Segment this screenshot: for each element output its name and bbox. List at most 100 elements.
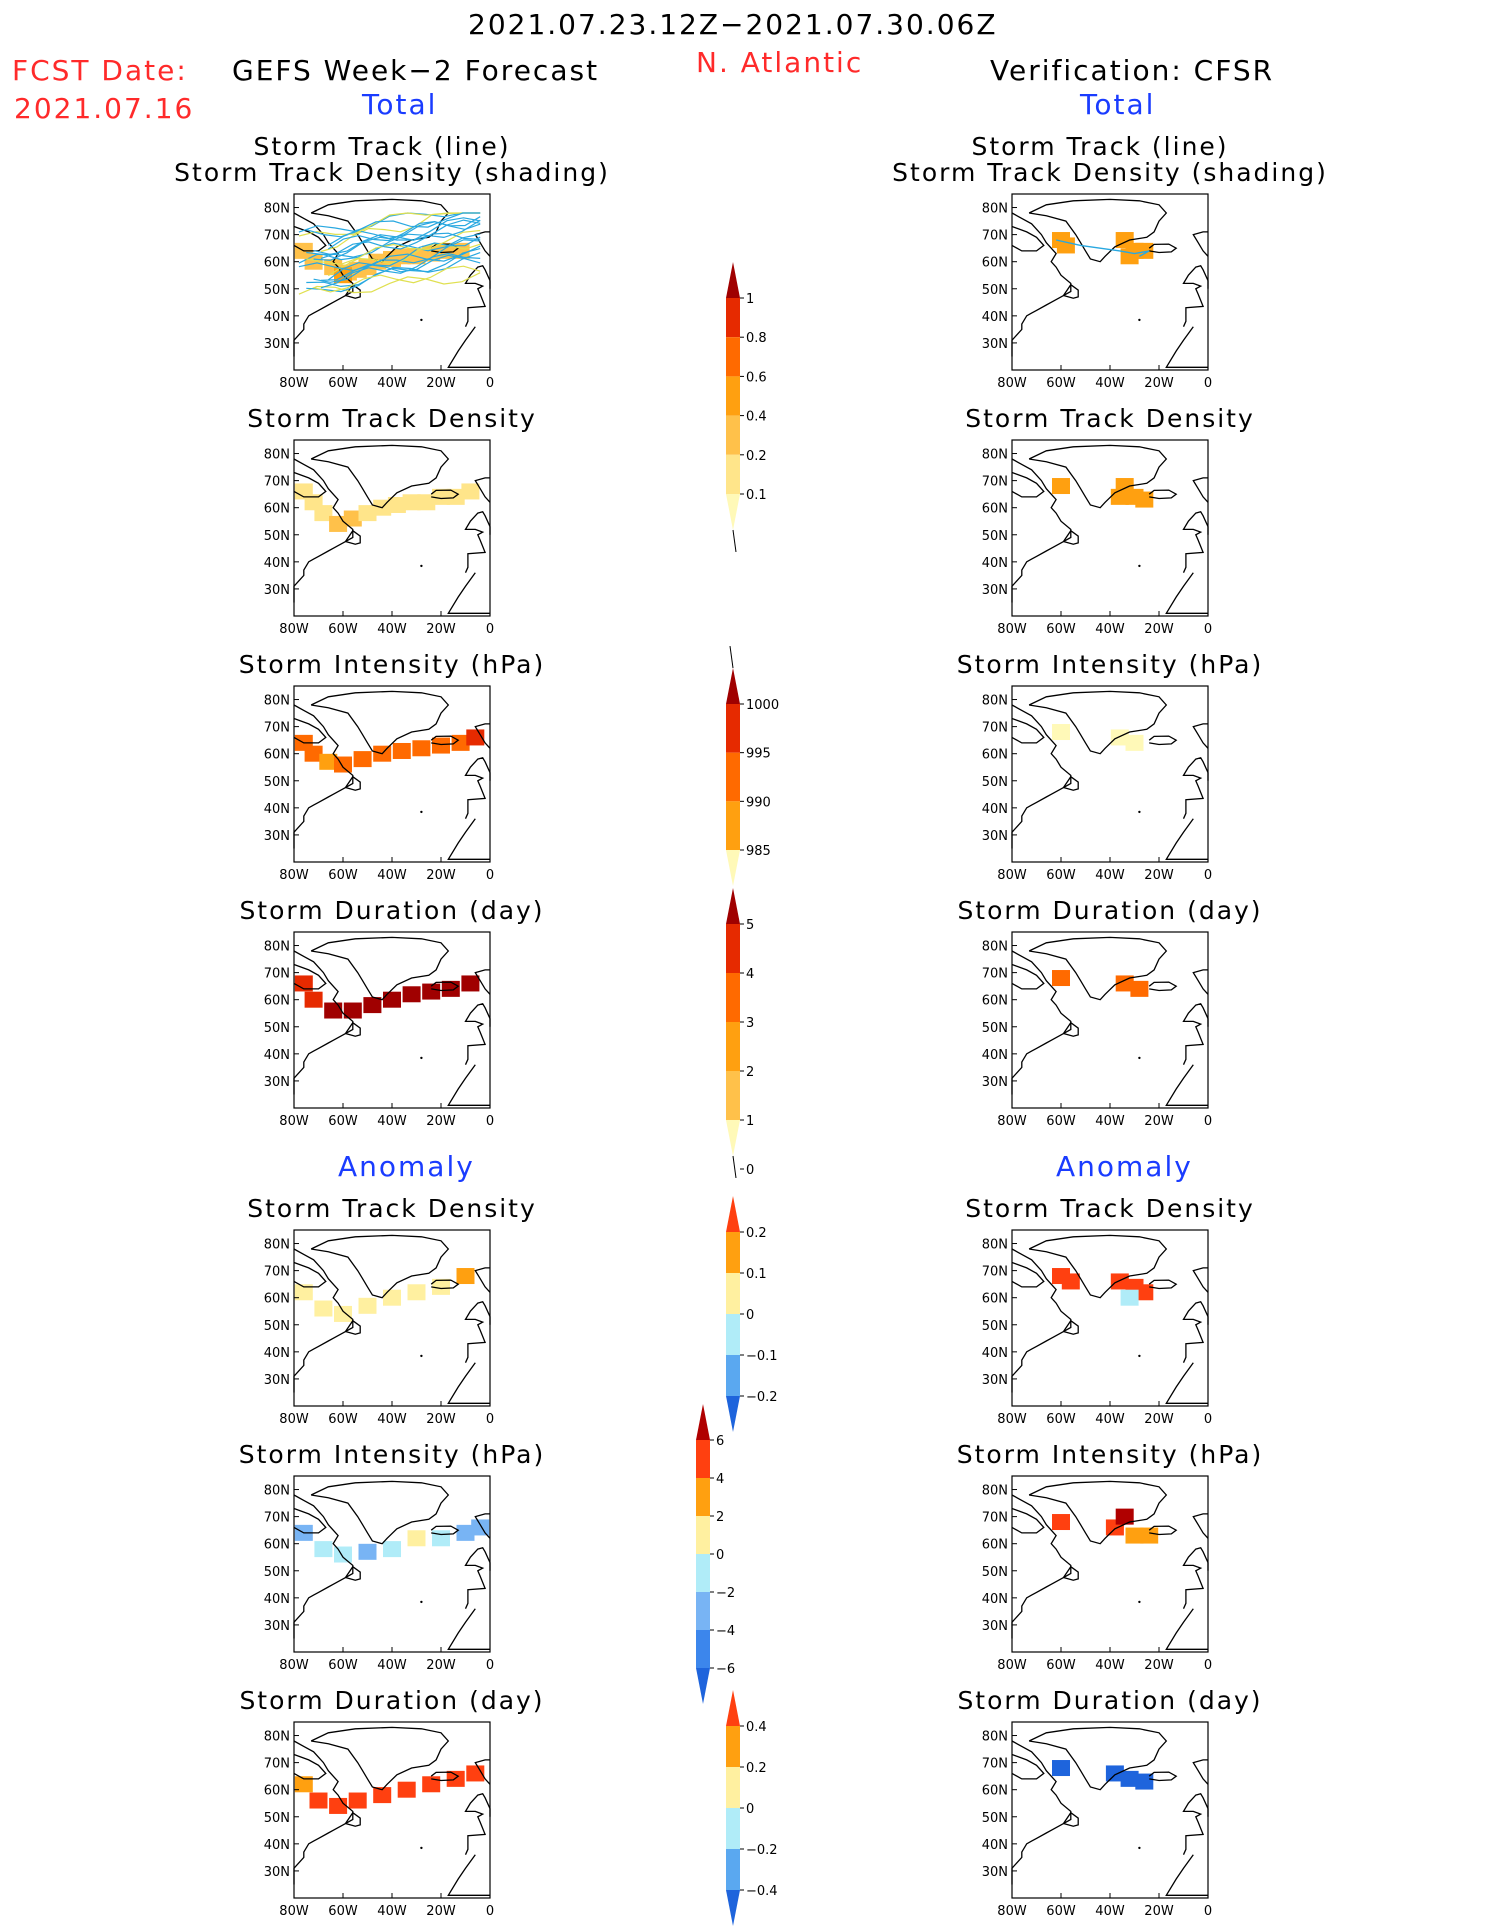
map-frame: [293, 931, 491, 1109]
coastline: [1011, 717, 1045, 744]
colorbar-label: −6: [716, 1662, 735, 1677]
heatmap-cell: [1110, 488, 1129, 505]
lon-tick-label: 0: [486, 1904, 494, 1919]
lat-tick-label: 30N: [982, 829, 1008, 844]
coastline: [474, 231, 491, 257]
colorbar-arrow-top: [726, 1690, 740, 1726]
heatmap-cell: [1056, 237, 1075, 254]
heatmap-cell: [353, 751, 372, 768]
lat-tick-label: 30N: [982, 1865, 1008, 1880]
lat-tick-label: 70N: [982, 967, 1008, 982]
colorbar-segment: [726, 376, 740, 416]
lat-tick-label: 40N: [982, 1346, 1008, 1361]
heatmap-cell: [1052, 1514, 1070, 1531]
lat-tick-label: 50N: [982, 283, 1008, 298]
coastline: [1148, 489, 1178, 500]
colorbar-segment: [726, 752, 740, 802]
coastline: [447, 1064, 490, 1106]
colorbar-segment: [726, 973, 740, 1022]
map-track-forecast: 80N 70N 60N 50N 40N 30N 80W 60W 40W 20W 0: [248, 193, 498, 398]
heatmap-cell: [294, 975, 313, 992]
coastline: [1028, 1726, 1168, 1791]
lat-tick-label: 30N: [264, 1865, 290, 1880]
coastline: [474, 477, 491, 503]
coastline: [1165, 572, 1208, 614]
panel-title-intensity-anom-right: Storm Intensity (hPa): [956, 1440, 1264, 1469]
coastline: [1011, 1494, 1072, 1639]
fcst-date-value: 2021.07.16: [14, 92, 195, 125]
lat-tick-label: 50N: [982, 1811, 1008, 1826]
colorbar-label: −0.2: [746, 1843, 778, 1858]
lat-tick-label: 70N: [264, 721, 290, 736]
storm-track-line: [320, 254, 481, 281]
heatmap-cell: [456, 1268, 475, 1285]
map-density-anom-verification: 80N 70N 60N 50N 40N 30N 80W 60W 40W 20W 0: [966, 1229, 1216, 1434]
panel-title-density-right: Storm Track Density: [965, 404, 1255, 433]
colorbar-arrow-bottom: [726, 1396, 740, 1432]
lon-tick-label: 80W: [279, 1114, 309, 1129]
lat-tick-label: 30N: [264, 829, 290, 844]
lat-tick-label: 60N: [982, 1538, 1008, 1553]
coastline: [1165, 1362, 1208, 1404]
lat-tick-label: 70N: [264, 229, 290, 244]
lat-tick-label: 40N: [264, 1592, 290, 1607]
colorbar-label: −0.1: [746, 1349, 778, 1364]
colorbar-label: 0.2: [746, 1761, 767, 1776]
storm-track-line: [313, 217, 481, 261]
coastline: [1011, 1261, 1045, 1288]
coastline: [447, 818, 490, 860]
lon-tick-label: 20W: [1144, 376, 1174, 391]
lat-tick-label: 80N: [264, 448, 290, 463]
coastline: [1028, 198, 1168, 263]
island-marker: [1138, 1846, 1141, 1850]
lat-tick-label: 70N: [264, 475, 290, 490]
colorbar-label: 1: [746, 1114, 754, 1129]
map-duration-anom-forecast: 80N 70N 60N 50N 40N 30N 80W 60W 40W 20W 0: [248, 1721, 498, 1926]
lon-tick-label: 80W: [997, 1904, 1027, 1919]
heatmap-cell: [441, 980, 460, 997]
coastline: [1192, 1267, 1209, 1293]
colorbar-segment: [726, 1849, 740, 1890]
panel-title-intensity-anom-left: Storm Intensity (hPa): [238, 1440, 546, 1469]
storm-track-line: [306, 212, 481, 238]
colorbar-arrow-top: [726, 262, 740, 298]
island-marker: [420, 1600, 423, 1604]
lon-tick-label: 0: [486, 376, 494, 391]
coastline: [430, 981, 460, 992]
coastline: [1028, 444, 1168, 509]
coastline: [1011, 458, 1072, 603]
colorbar-segment: [696, 1592, 710, 1630]
coastline: [1182, 1547, 1209, 1609]
heatmap-cell: [383, 1289, 401, 1306]
heatmap-cell: [358, 1543, 377, 1560]
lon-tick-label: 60W: [328, 622, 358, 637]
colorbar-segment: [696, 1630, 710, 1668]
storm-track-line: [327, 242, 481, 277]
lat-tick-label: 80N: [982, 940, 1008, 955]
coastline: [1148, 1771, 1178, 1782]
coastline: [1011, 212, 1072, 357]
coastline: [1062, 283, 1079, 299]
coastline: [1165, 1854, 1208, 1896]
heatmap-cell: [1130, 980, 1149, 997]
island-marker: [1138, 318, 1141, 322]
coastline: [344, 1021, 361, 1037]
coastline: [310, 1480, 450, 1545]
heatmap-cell: [1120, 1289, 1139, 1306]
coastline: [293, 1261, 327, 1288]
heatmap-cell: [1125, 734, 1144, 751]
colorbar-arrow-top: [696, 1404, 710, 1440]
storm-track-line: [298, 212, 481, 233]
heatmap-cell: [417, 494, 436, 511]
coastline: [464, 1547, 491, 1609]
lat-tick-label: 70N: [264, 1757, 290, 1772]
map-frame: [1011, 439, 1209, 617]
lat-tick-label: 60N: [982, 1784, 1008, 1799]
map-duration-anom-verification: 80N 70N 60N 50N 40N 30N 80W 60W 40W 20W 0: [966, 1721, 1216, 1926]
lon-tick-label: 40W: [377, 868, 407, 883]
lat-tick-label: 30N: [982, 583, 1008, 598]
lat-tick-label: 30N: [264, 1075, 290, 1090]
lon-tick-label: 80W: [997, 622, 1027, 637]
coastline: [310, 1726, 450, 1791]
heatmap-cell: [383, 1541, 401, 1558]
